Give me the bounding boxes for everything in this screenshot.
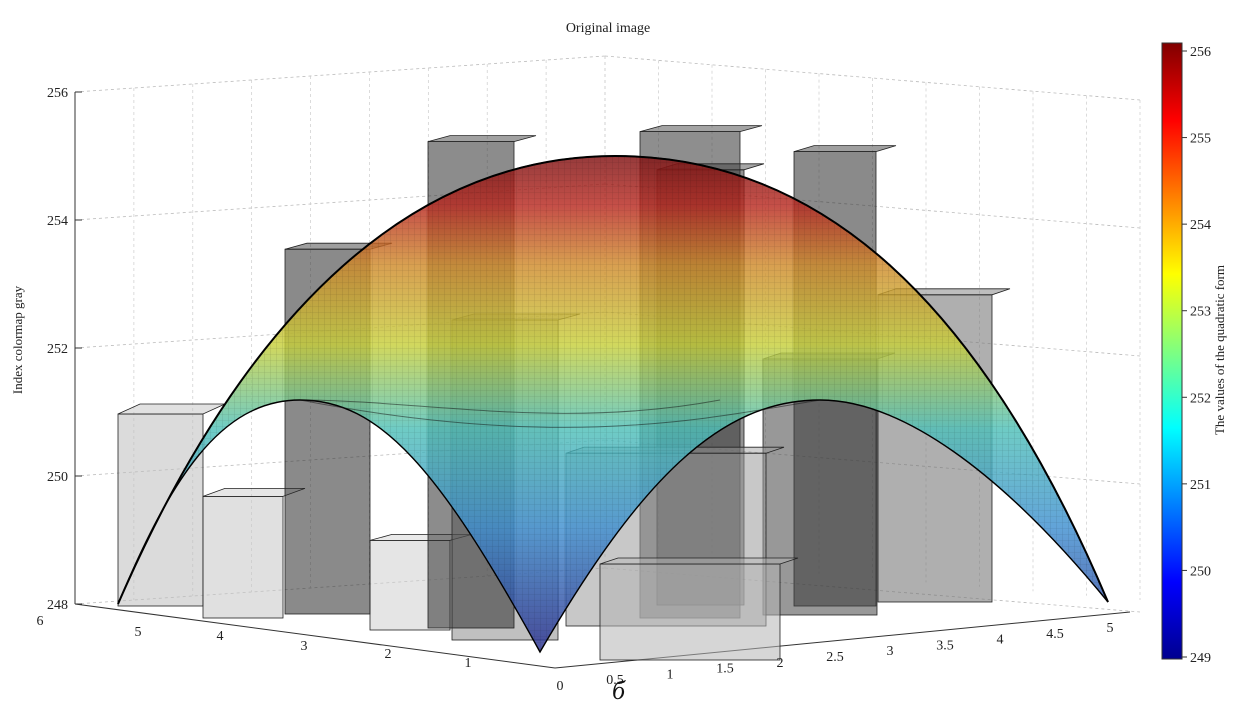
colorbar-tick-label: 250	[1190, 564, 1211, 579]
y-tick-label: 3	[301, 639, 308, 654]
colorbar-tick-label: 249	[1190, 651, 1211, 666]
y-tick-label: 5	[135, 625, 142, 640]
x-tick-label: 0.5	[606, 673, 624, 688]
colorbar-label: The values of the quadratic form	[1212, 265, 1227, 435]
y-tick-label: 4	[217, 629, 224, 644]
z-axis-label: Index colormap gray	[10, 285, 25, 394]
colorbar-tick-label: 251	[1190, 478, 1211, 493]
colorbar-gradient	[1161, 42, 1183, 660]
bar-b13	[599, 557, 799, 661]
colorbar: 249 250 251 252 253 254 255 256 The values of t…	[1161, 42, 1227, 666]
figure-caption: б	[612, 676, 626, 705]
colorbar-tick-label: 255	[1190, 132, 1211, 147]
y-tick-label: 1	[465, 656, 472, 671]
x-tick-label: 5	[1107, 621, 1114, 636]
z-tick-label: 252	[47, 342, 68, 357]
x-tick-label: 1	[667, 667, 674, 682]
x-tick-label: 1.5	[716, 662, 734, 677]
z-tick-label: 250	[47, 470, 68, 485]
x-axis-ticks: 0 0.5 1 1.5 2 2.5 3 3.5 4 4.5 5	[557, 621, 1114, 694]
colorbar-tick-label: 253	[1190, 305, 1211, 320]
z-tick-label: 248	[47, 598, 68, 613]
x-tick-label: 2	[777, 656, 784, 671]
y-axis-ticks: 6 5 4 3 2 1	[37, 614, 472, 671]
colorbar-tick-label: 256	[1190, 45, 1211, 60]
y-tick-label: 2	[385, 647, 392, 662]
x-tick-label: 3.5	[936, 638, 954, 653]
colorbar-tick-label: 254	[1190, 218, 1211, 233]
x-tick-label: 3	[887, 644, 894, 659]
x-tick-label: 0	[557, 679, 564, 694]
chart-title: Original image	[566, 21, 650, 36]
z-axis-ticks: 248 250 252 254 256	[47, 86, 82, 613]
bar-b2	[202, 487, 306, 619]
y-tick-label: 6	[37, 614, 44, 629]
z-tick-label: 256	[47, 86, 68, 101]
z-tick-label: 254	[47, 214, 68, 229]
quadratic-surface	[117, 154, 1109, 654]
x-tick-label: 4	[997, 633, 1004, 648]
x-tick-label: 2.5	[826, 650, 844, 665]
colorbar-ticks: 249 250 251 252 253 254 255 256	[1182, 45, 1211, 666]
x-tick-label: 4.5	[1046, 627, 1064, 642]
colorbar-tick-label: 252	[1190, 391, 1211, 406]
